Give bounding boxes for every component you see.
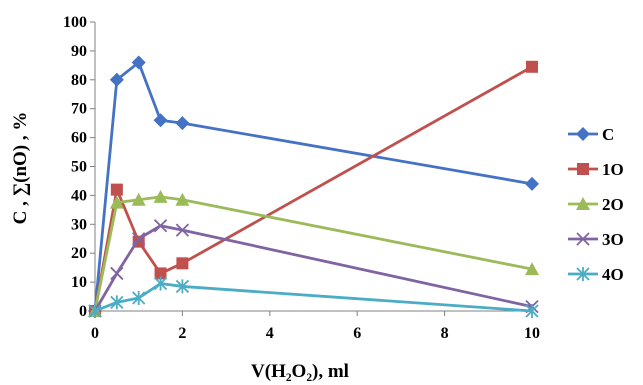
data-point-C: [109, 72, 124, 87]
data-point-2O: [175, 192, 190, 206]
x-tick-label: 0: [91, 325, 99, 342]
legend-label: 4O: [602, 265, 624, 284]
x-axis-title: V(H₂O₂), ml: [251, 361, 349, 382]
data-point-2O: [153, 189, 168, 203]
x-tick-label: 4: [266, 325, 274, 342]
legend-marker: [576, 267, 590, 281]
y-tick-label: 20: [71, 245, 87, 262]
x-tick-label: 2: [178, 325, 186, 342]
y-tick-label: 40: [71, 187, 87, 204]
data-point-2O: [525, 262, 539, 276]
legend-marker: [576, 127, 590, 141]
series-line-1O: [93, 65, 533, 312]
series-line-4O: [94, 282, 533, 313]
x-tick-label: 10: [524, 325, 540, 342]
data-point-4O: [132, 290, 146, 305]
data-point-3O: [153, 219, 168, 233]
data-point-4O: [525, 304, 539, 318]
y-tick-label: 70: [71, 101, 87, 118]
legend-item-2O: 2O: [568, 195, 624, 214]
data-point-1O: [526, 60, 538, 73]
legend-label: 3O: [602, 230, 624, 249]
plot-series: [88, 55, 539, 318]
legend-label: C: [602, 125, 614, 144]
series-line-2O: [93, 195, 533, 312]
data-point-3O: [110, 266, 124, 281]
data-point-3O: [175, 223, 190, 237]
x-tick-label: 8: [441, 325, 449, 342]
series-line-3O: [93, 224, 533, 312]
data-point-2O: [131, 192, 146, 206]
data-point-1O: [154, 267, 167, 280]
y-tick-label: 80: [71, 72, 87, 89]
y-tick-label: 50: [71, 159, 87, 176]
y-axis: 0 10 20 30 40 50 60 70 80 90 100: [63, 14, 96, 320]
series-2O: [88, 189, 539, 317]
legend-label: 1O: [602, 160, 624, 179]
legend-item-4O: 4O: [568, 265, 624, 284]
data-point-3O: [132, 232, 146, 246]
data-point-C: [525, 176, 539, 191]
legend-item-1O: 1O: [568, 160, 624, 179]
data-point-4O: [110, 295, 124, 310]
data-point-C: [131, 55, 146, 70]
series-4O: [88, 276, 539, 318]
legend-label: 2O: [602, 195, 624, 214]
data-point-1O: [110, 183, 123, 196]
y-tick-label: 90: [71, 43, 87, 60]
legend-item-3O: 3O: [568, 230, 624, 249]
data-point-2O: [109, 195, 124, 209]
y-tick-label: 100: [63, 14, 87, 31]
data-point-1O: [176, 257, 189, 270]
x-axis: 0 2 4 6 8 10: [91, 310, 540, 342]
data-point-4O: [175, 279, 190, 294]
y-tick-label: 10: [71, 274, 87, 291]
data-point-C: [153, 113, 168, 128]
data-point-4O: [88, 304, 102, 318]
legend: C 1O 2O 3O 4O: [568, 125, 624, 284]
y-tick-label: 30: [71, 216, 87, 233]
y-tick-label: 0: [79, 303, 87, 320]
legend-marker: [576, 232, 590, 246]
data-point-4O: [153, 276, 168, 291]
series-line-C: [93, 61, 533, 312]
data-point-C: [175, 116, 190, 131]
y-axis-title: C , ∑(nO) , %: [10, 112, 31, 225]
x-tick-label: 6: [353, 325, 361, 342]
legend-item-C: C: [568, 125, 614, 144]
legend-marker: [577, 163, 589, 175]
legend-marker: [576, 197, 590, 210]
y-tick-label: 60: [71, 130, 87, 147]
